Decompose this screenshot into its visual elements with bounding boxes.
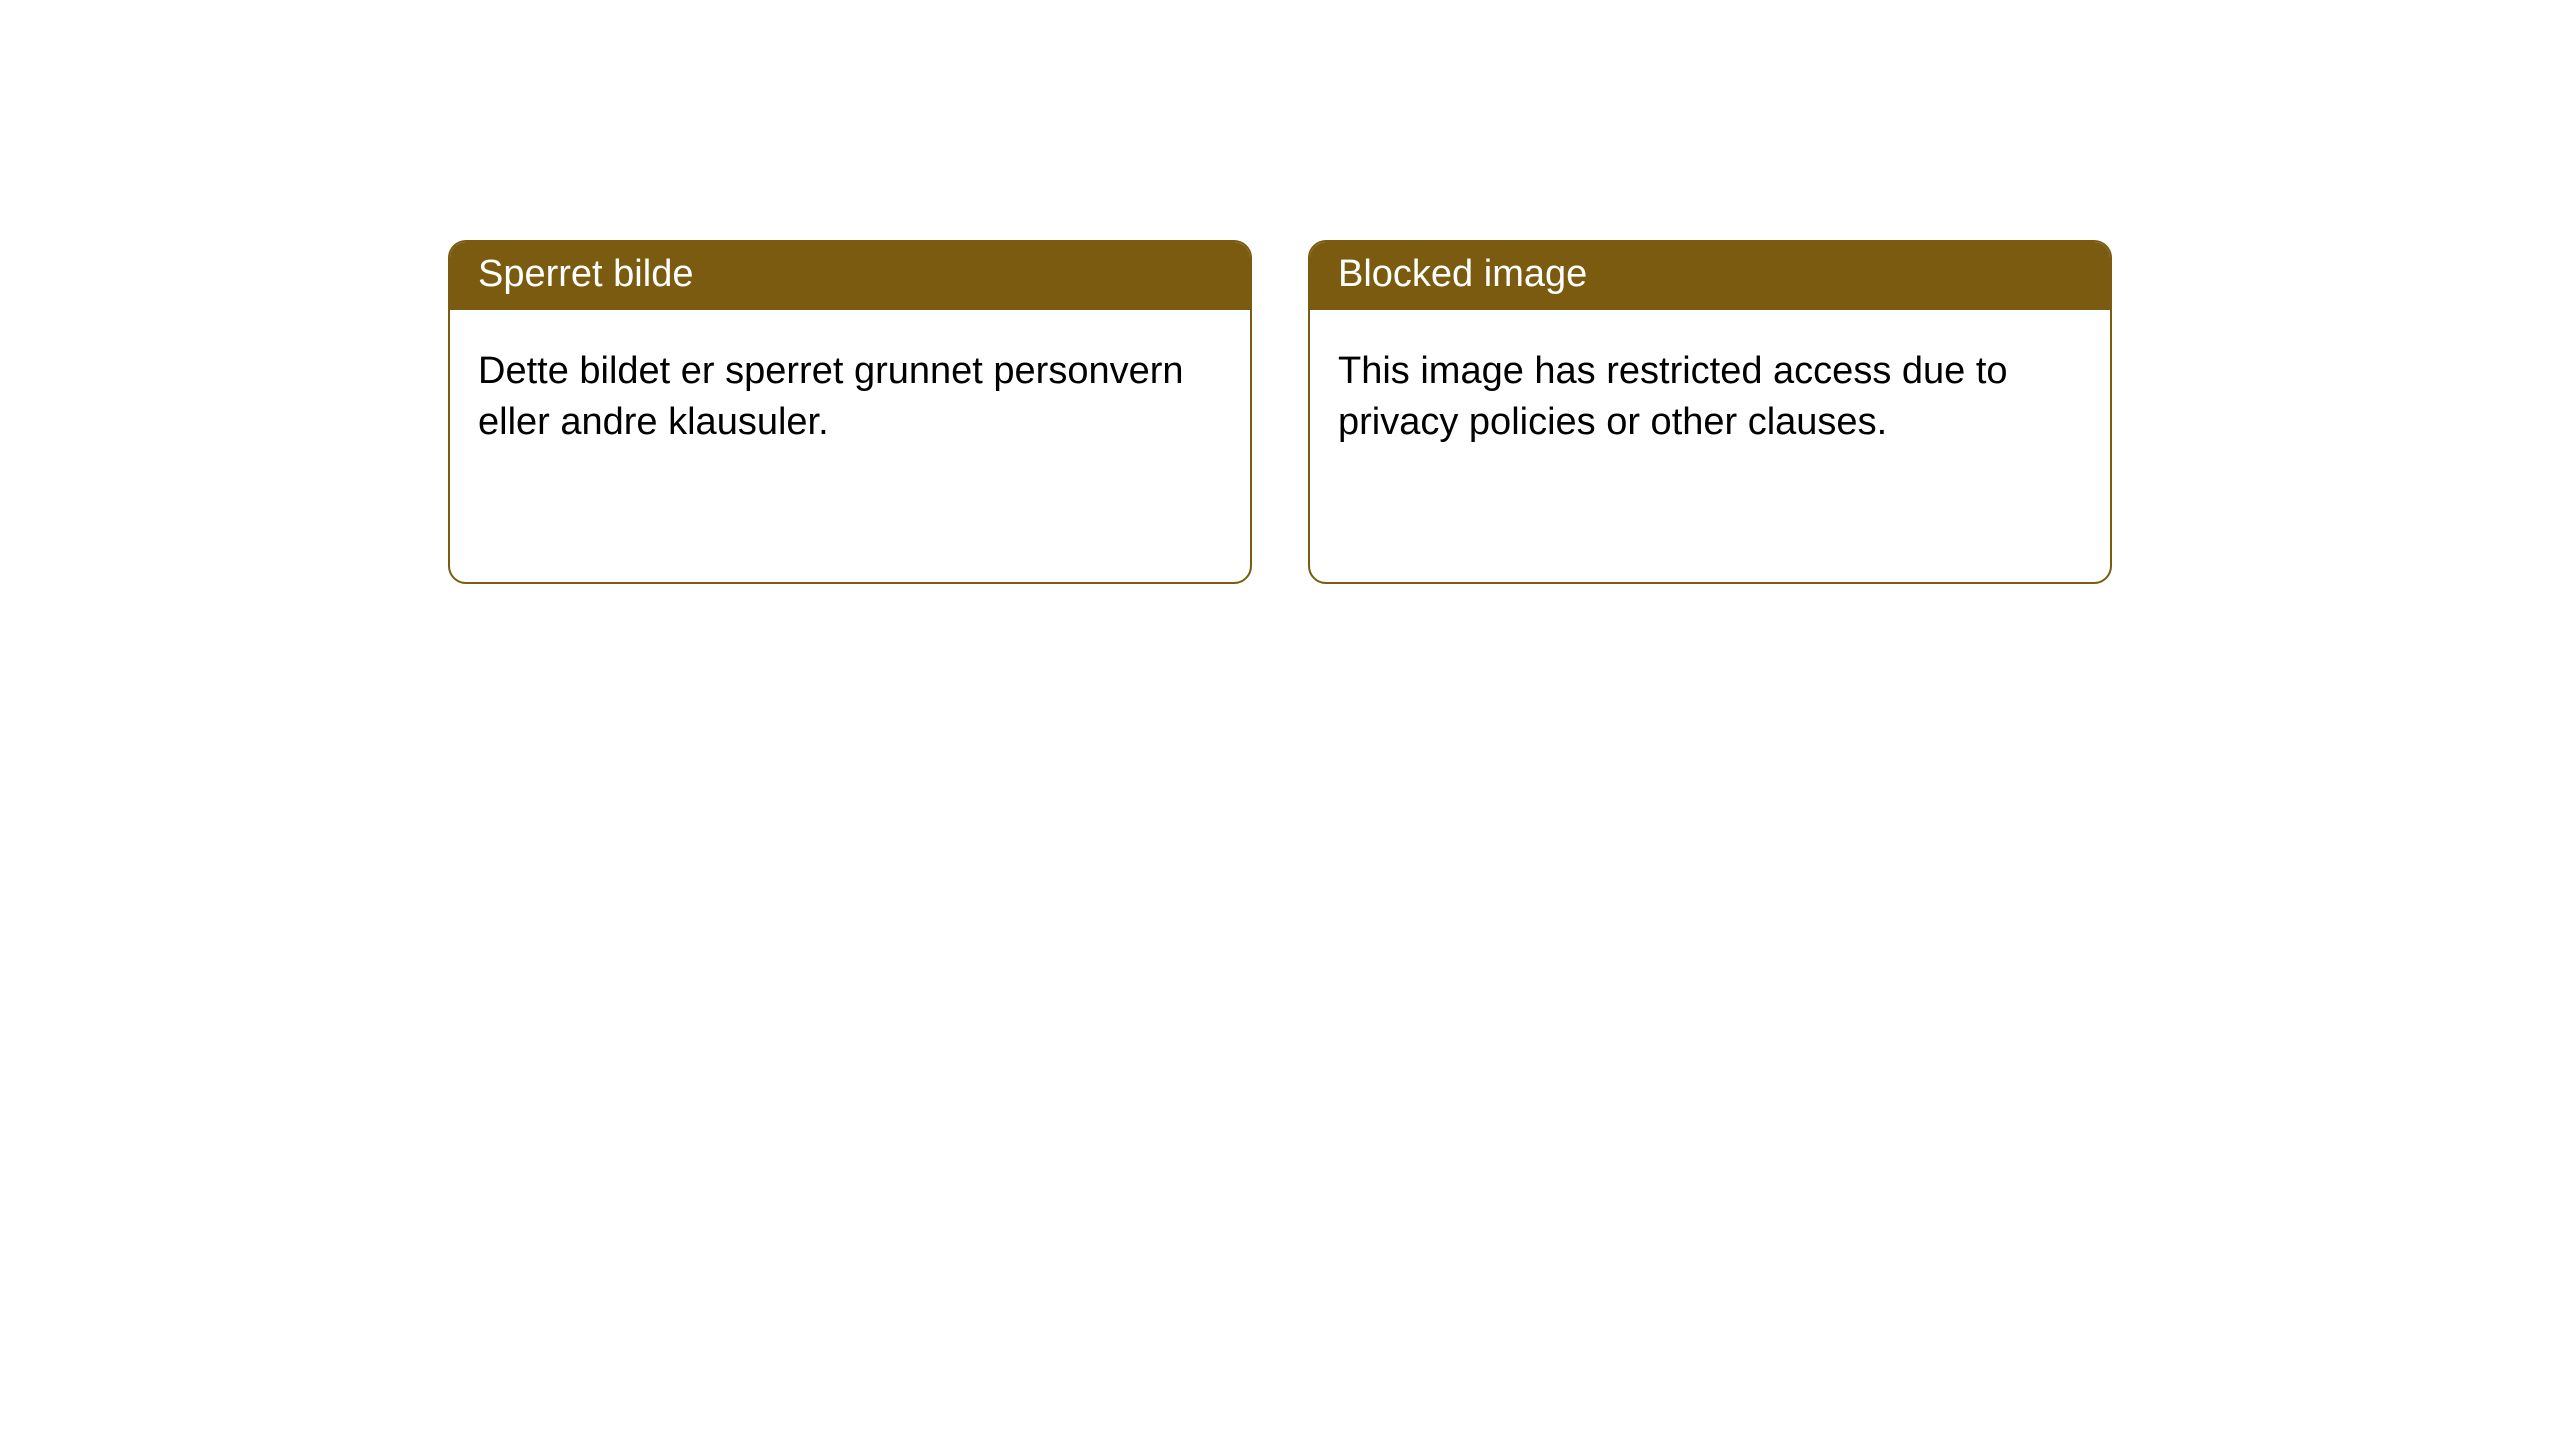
- notice-card-container: Sperret bilde Dette bildet er sperret gr…: [448, 240, 2112, 584]
- card-body-text: This image has restricted access due to …: [1338, 346, 2082, 449]
- card-title: Sperret bilde: [478, 253, 693, 295]
- card-body-english: This image has restricted access due to …: [1310, 310, 2110, 582]
- notice-card-norwegian: Sperret bilde Dette bildet er sperret gr…: [448, 240, 1252, 584]
- notice-card-english: Blocked image This image has restricted …: [1308, 240, 2112, 584]
- card-title: Blocked image: [1338, 253, 1587, 295]
- card-body-text: Dette bildet er sperret grunnet personve…: [478, 346, 1222, 449]
- card-body-norwegian: Dette bildet er sperret grunnet personve…: [450, 310, 1250, 582]
- card-header-norwegian: Sperret bilde: [450, 242, 1250, 310]
- card-header-english: Blocked image: [1310, 242, 2110, 310]
